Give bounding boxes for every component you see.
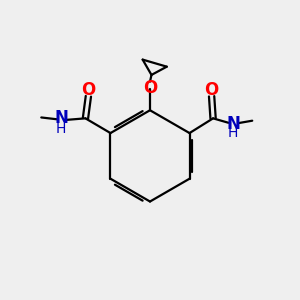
Text: O: O xyxy=(205,81,219,99)
Text: N: N xyxy=(55,109,69,127)
Text: H: H xyxy=(228,126,238,140)
Text: H: H xyxy=(55,122,66,136)
Text: O: O xyxy=(81,81,95,99)
Text: O: O xyxy=(143,79,157,97)
Text: N: N xyxy=(227,115,241,133)
